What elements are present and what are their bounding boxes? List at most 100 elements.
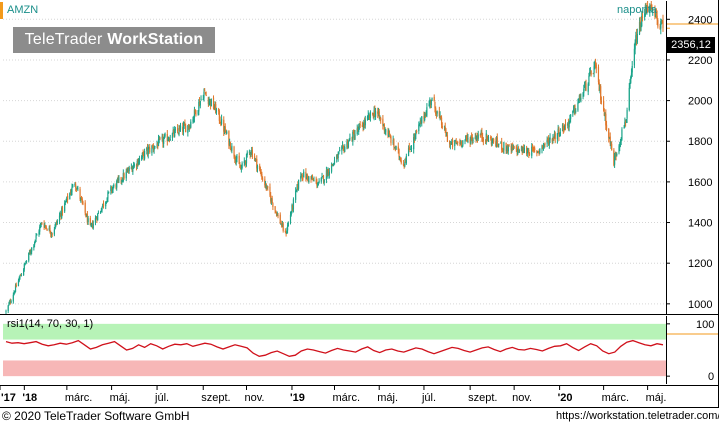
candle-body (341, 145, 344, 147)
candle-body (188, 126, 190, 129)
candle-body (403, 164, 405, 166)
candle-body (235, 159, 237, 163)
time-tick-label: máj. (110, 392, 131, 404)
candle-body (194, 109, 196, 112)
website-link[interactable]: https://workstation.teletrader.com/ (556, 410, 719, 422)
rsi-indicator-label[interactable]: rsi1(14, 70, 30, 1) (7, 318, 94, 330)
candle-body (316, 180, 318, 186)
candle-body (333, 163, 335, 165)
candle-body (512, 147, 515, 150)
candle-body (395, 146, 397, 150)
candle-body (539, 148, 541, 153)
candle-body (317, 183, 319, 186)
candle-body (635, 35, 637, 43)
candle-body (210, 98, 212, 107)
rsi-axis[interactable]: 100 0 (666, 316, 718, 384)
candle-body (373, 110, 375, 117)
candle-body (482, 137, 484, 139)
candle-body (609, 136, 611, 144)
candle-body (44, 225, 47, 227)
candle-body (490, 136, 492, 139)
candle-body (624, 121, 626, 127)
candle-body (354, 134, 356, 140)
candle-body (270, 195, 272, 202)
candle-body (289, 214, 292, 223)
candle-body (39, 224, 42, 228)
candle-body (405, 155, 407, 164)
price-axis[interactable]: 2400 2200 2000 1800 1600 1400 1200 1000 (666, 1, 718, 314)
candle-body (625, 121, 627, 123)
candle-body (618, 146, 620, 153)
candle-body (649, 5, 652, 7)
candle-body (305, 171, 307, 179)
candle-body (269, 186, 271, 196)
candle-body (33, 245, 35, 248)
candle-body (557, 128, 559, 134)
candle-body (39, 226, 41, 232)
candle-body (256, 165, 259, 169)
candle-body (30, 251, 32, 253)
candle-body (307, 177, 309, 181)
candle-body (43, 223, 45, 228)
candle-body (189, 126, 191, 129)
candle-body (472, 139, 474, 141)
time-tick-label: júl. (154, 392, 169, 404)
candle-body (281, 223, 283, 227)
candle-body (336, 154, 339, 160)
candle-body (285, 232, 287, 235)
candle-body (337, 153, 339, 159)
candle-body (9, 300, 11, 303)
candle-body (25, 262, 27, 264)
candle-body (225, 131, 227, 134)
candle-body (236, 156, 238, 159)
candle-body (580, 97, 582, 102)
time-axis[interactable]: '17 '18 márc. máj. júl. szept. nov. '19 márc. máj… (0, 386, 719, 408)
candle-body (498, 143, 500, 145)
candle-body (654, 8, 656, 17)
candle-body (292, 199, 295, 210)
candle-body (459, 142, 461, 145)
candle-body (28, 252, 31, 254)
time-tick-label: nov. (245, 392, 265, 404)
price-tick-label: 2000 (688, 96, 712, 108)
period-label[interactable]: naponta (617, 4, 657, 16)
candle-body (652, 7, 654, 12)
candle-body (599, 87, 601, 91)
candle-body (72, 184, 74, 188)
candle-body (374, 111, 377, 117)
candle-body (149, 147, 151, 153)
candle-body (402, 163, 405, 165)
candle-body (397, 146, 399, 150)
candle-body (23, 264, 25, 270)
time-tick-label: máj. (646, 392, 667, 404)
candle-body (516, 149, 518, 154)
candle-body (517, 148, 520, 152)
candle-body (290, 212, 292, 216)
candle-body (66, 196, 68, 201)
candle-body (577, 102, 579, 111)
candle-body (65, 200, 67, 202)
candle-body (476, 136, 479, 140)
candle-body (454, 140, 456, 146)
candle-body (474, 136, 476, 140)
candle-body (154, 146, 156, 148)
candle-body (460, 141, 462, 146)
candle-body (623, 127, 625, 129)
rsi-panel[interactable] (3, 316, 666, 384)
candle-body (279, 214, 281, 224)
candle-body (357, 129, 359, 131)
candle-body (143, 151, 145, 158)
price-chart-panel[interactable] (3, 1, 666, 314)
candle-body (223, 127, 226, 132)
candle-body (60, 213, 62, 217)
candle-body (96, 217, 98, 220)
candle-body (421, 116, 423, 124)
candle-body (574, 105, 576, 113)
candle-body (563, 129, 565, 131)
candle-body (429, 100, 432, 104)
candle-body (249, 152, 251, 155)
candle-body (534, 148, 536, 150)
candle-body (626, 109, 628, 119)
candle-body (61, 206, 64, 213)
candle-body (178, 128, 180, 135)
